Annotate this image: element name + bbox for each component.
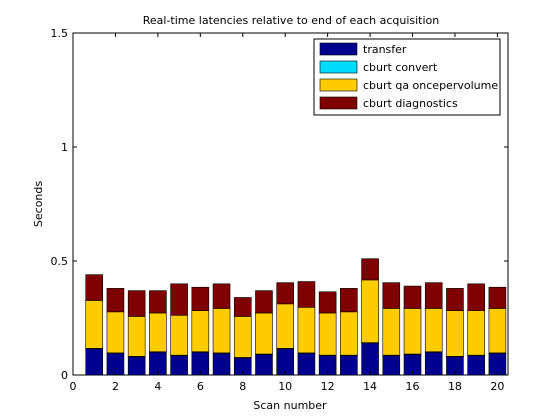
bar-segment-4-scan-7 (213, 284, 230, 309)
bar-segment-1-scan-17 (425, 352, 442, 375)
bar-segment-1-scan-15 (383, 356, 400, 375)
bar-segment-4-scan-9 (255, 291, 272, 313)
bar-segment-4-scan-8 (234, 297, 251, 316)
bar-segment-1-scan-11 (298, 353, 315, 375)
x-tick-label: 10 (278, 380, 292, 393)
bar-segment-3-scan-4 (149, 313, 166, 352)
bar-segment-3-scan-19 (468, 311, 485, 355)
bar-segment-1-scan-19 (468, 356, 485, 375)
bar-segment-4-scan-19 (468, 284, 485, 311)
y-tick-label: 1.5 (51, 27, 69, 40)
x-tick-label: 4 (154, 380, 161, 393)
bar-segment-3-scan-15 (383, 308, 400, 355)
bar-segment-1-scan-7 (213, 353, 230, 375)
bar-segment-1-scan-9 (255, 354, 272, 375)
legend-swatch-3 (320, 79, 357, 91)
bar-segment-3-scan-14 (362, 280, 379, 343)
x-tick-label: 12 (321, 380, 335, 393)
bar-segment-4-scan-5 (171, 284, 188, 315)
x-axis-label: Scan number (253, 399, 327, 412)
x-tick-label: 18 (448, 380, 462, 393)
bar-segment-3-scan-18 (446, 311, 463, 357)
x-tick-label: 8 (239, 380, 246, 393)
bar-segment-3-scan-8 (234, 316, 251, 357)
bar-segment-4-scan-1 (86, 275, 103, 301)
legend: transfer cburt convert cburt qa oncepervol… (314, 39, 500, 115)
bar-segment-3-scan-1 (86, 300, 103, 348)
bar-segment-3-scan-11 (298, 307, 315, 353)
x-tick-label: 6 (197, 380, 204, 393)
y-tick-label: 0 (61, 369, 68, 382)
bar-segment-3-scan-16 (404, 308, 421, 354)
x-tick-label: 14 (363, 380, 377, 393)
x-tick-label: 16 (406, 380, 420, 393)
y-tick-label: 0.5 (51, 255, 69, 268)
legend-swatch-4 (320, 97, 357, 109)
bar-segment-3-scan-17 (425, 308, 442, 351)
bar-segment-4-scan-3 (128, 291, 145, 317)
bar-segment-4-scan-18 (446, 288, 463, 310)
y-axis-label: Seconds (32, 181, 45, 227)
legend-label-3: cburt qa oncepervolume (363, 79, 498, 92)
y-tick-label: 1 (61, 141, 68, 154)
legend-swatch-1 (320, 43, 357, 55)
bar-segment-4-scan-11 (298, 282, 315, 308)
legend-label-1: transfer (363, 43, 407, 56)
bar-segment-3-scan-5 (171, 315, 188, 355)
bar-segment-4-scan-14 (362, 259, 379, 280)
chart-title: Real-time latencies relative to end of e… (143, 14, 440, 27)
bar-segment-4-scan-2 (107, 288, 124, 311)
legend-label-2: cburt convert (363, 61, 438, 74)
bar-segment-1-scan-13 (340, 356, 357, 375)
bar-segment-1-scan-3 (128, 357, 145, 375)
bar-segment-4-scan-13 (340, 288, 357, 311)
bar-segment-4-scan-12 (319, 292, 336, 313)
bar-segment-3-scan-20 (489, 308, 506, 352)
bar-segment-4-scan-4 (149, 291, 166, 313)
bar-segment-4-scan-10 (277, 283, 294, 304)
bar-segment-4-scan-15 (383, 283, 400, 309)
bar-segment-3-scan-9 (255, 313, 272, 354)
legend-label-4: cburt diagnostics (363, 97, 458, 110)
x-tick-label: 2 (112, 380, 119, 393)
x-tick-label: 20 (490, 380, 504, 393)
bar-segment-4-scan-16 (404, 286, 421, 308)
bar-segment-4-scan-17 (425, 283, 442, 309)
bar-segment-1-scan-5 (171, 356, 188, 375)
bar-segment-3-scan-10 (277, 304, 294, 348)
bar-segment-4-scan-6 (192, 287, 209, 310)
bar-segment-1-scan-14 (362, 343, 379, 375)
bar-segment-3-scan-12 (319, 313, 336, 355)
bar-segment-3-scan-7 (213, 308, 230, 352)
x-tick-label: 0 (70, 380, 77, 393)
bar-segment-3-scan-2 (107, 312, 124, 353)
legend-swatch-2 (320, 61, 357, 73)
bar-segment-1-scan-1 (86, 349, 103, 375)
bar-segment-3-scan-3 (128, 316, 145, 356)
bar-segment-3-scan-13 (340, 312, 357, 355)
bar-segment-3-scan-6 (192, 311, 209, 352)
bar-segment-4-scan-20 (489, 287, 506, 308)
